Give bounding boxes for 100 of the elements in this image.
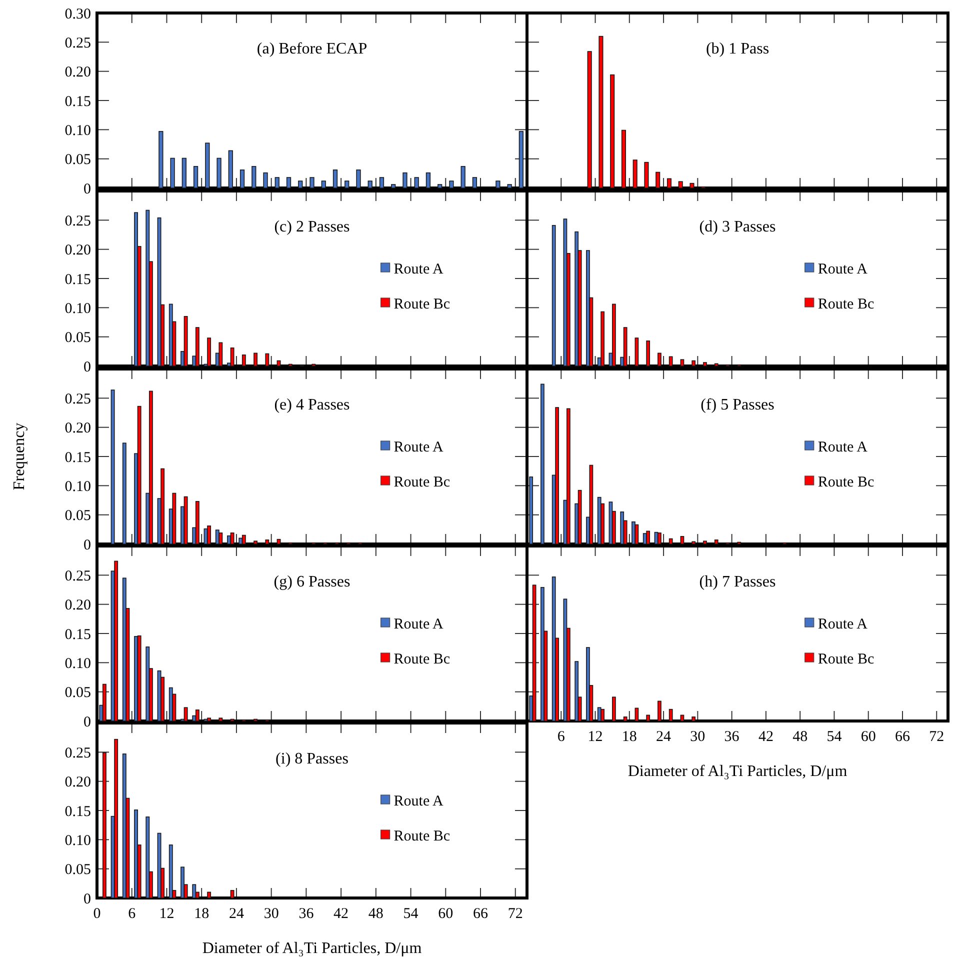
x-axis-title: Diameter of Al₃Ti Particles, D/μm bbox=[202, 940, 422, 957]
bar bbox=[680, 714, 684, 722]
bar bbox=[586, 250, 590, 366]
bar bbox=[612, 304, 616, 366]
bar bbox=[518, 131, 524, 188]
x-tick-label: 60 bbox=[860, 729, 876, 745]
bar bbox=[356, 170, 361, 188]
bar bbox=[242, 534, 246, 544]
bar bbox=[122, 442, 126, 544]
bar bbox=[321, 180, 326, 188]
y-tick-label: 0.15 bbox=[64, 94, 91, 110]
y-tick-label: 0.05 bbox=[64, 152, 91, 168]
text: (g) 6 Passes bbox=[274, 573, 350, 590]
bar bbox=[587, 51, 592, 188]
bar bbox=[254, 352, 258, 366]
bar bbox=[438, 184, 442, 188]
y-tick-label: 0.05 bbox=[64, 862, 91, 878]
bar bbox=[692, 541, 696, 544]
bar bbox=[148, 390, 153, 544]
bar bbox=[703, 540, 707, 544]
bar bbox=[472, 177, 478, 188]
x-tick-label: 18 bbox=[194, 906, 210, 922]
bar bbox=[195, 501, 200, 544]
legend-label: Route A bbox=[394, 261, 444, 278]
bar bbox=[192, 884, 196, 898]
x-tick-label: 48 bbox=[792, 729, 808, 745]
bar bbox=[184, 496, 188, 544]
legend-label: Route A bbox=[818, 439, 868, 456]
bar bbox=[230, 890, 234, 898]
bar bbox=[414, 177, 419, 188]
bar bbox=[666, 178, 672, 188]
y-tick-label: 0.25 bbox=[64, 745, 91, 762]
bar bbox=[658, 352, 662, 366]
bar bbox=[574, 231, 579, 366]
bar bbox=[182, 158, 186, 188]
bar bbox=[610, 74, 615, 188]
text: (b) 1 Pass bbox=[706, 40, 770, 58]
y-tick-label: 0 bbox=[84, 359, 91, 376]
bar bbox=[344, 180, 350, 188]
x-tick-label: 6 bbox=[557, 729, 566, 745]
text: (h) 7 Passes bbox=[699, 573, 776, 590]
bar bbox=[158, 131, 164, 188]
legend-label: Route A bbox=[394, 616, 444, 632]
bar bbox=[668, 538, 673, 544]
bar bbox=[620, 512, 624, 544]
x-tick-label: 72 bbox=[929, 729, 944, 745]
bar bbox=[658, 532, 662, 544]
x-tick-label: 24 bbox=[656, 729, 672, 745]
bar bbox=[632, 521, 636, 544]
bar bbox=[391, 184, 396, 188]
bar bbox=[646, 714, 650, 722]
bar bbox=[137, 406, 142, 544]
bar bbox=[714, 540, 718, 544]
y-tick-label: 0 bbox=[84, 537, 91, 554]
legend-label: Route Bc bbox=[818, 651, 874, 668]
x-tick-label: 30 bbox=[264, 906, 279, 922]
x-tick-label: 24 bbox=[228, 906, 244, 922]
y-tick-label: 0.20 bbox=[64, 598, 91, 614]
y-tick-label: 0.25 bbox=[64, 568, 91, 584]
legend-label: Route Bc bbox=[818, 474, 874, 490]
bar bbox=[160, 468, 165, 544]
bar bbox=[216, 158, 222, 188]
x-tick-label: 12 bbox=[159, 906, 174, 922]
text: (a) Before ECAP bbox=[256, 40, 368, 58]
y-tick-label: 0.15 bbox=[64, 450, 91, 466]
bar bbox=[703, 362, 707, 366]
bar bbox=[254, 540, 258, 544]
y-tick-label: 0 bbox=[84, 891, 91, 908]
y-tick-label: 0.20 bbox=[64, 420, 91, 437]
bar bbox=[195, 710, 200, 722]
bar bbox=[578, 490, 582, 544]
bar bbox=[230, 348, 234, 366]
bar bbox=[114, 560, 118, 722]
legend-label: Route Bc bbox=[394, 651, 450, 668]
y-tick-label: 0.30 bbox=[64, 6, 91, 22]
y-tick-label: 0.05 bbox=[64, 685, 91, 702]
bar bbox=[555, 407, 559, 544]
bar bbox=[218, 342, 223, 366]
bar bbox=[598, 36, 604, 188]
bar bbox=[646, 340, 650, 366]
bar bbox=[496, 180, 500, 188]
y-tick-label: 0.10 bbox=[64, 656, 91, 672]
bar bbox=[146, 816, 150, 898]
text: (f) 5 Passes bbox=[700, 396, 774, 414]
x-tick-label: 60 bbox=[438, 906, 454, 922]
bar bbox=[265, 353, 270, 366]
bar bbox=[656, 172, 660, 188]
bar bbox=[274, 177, 280, 188]
bar bbox=[134, 212, 138, 366]
x-tick-label: 36 bbox=[298, 906, 314, 922]
bar bbox=[644, 162, 649, 188]
bar bbox=[589, 464, 594, 544]
bar bbox=[532, 584, 536, 722]
bar bbox=[207, 338, 212, 366]
y-tick-label: 0.15 bbox=[64, 626, 91, 643]
bar bbox=[586, 647, 590, 722]
x-tick-label: 72 bbox=[508, 906, 523, 922]
bar bbox=[114, 738, 118, 898]
bar bbox=[552, 225, 556, 366]
bar bbox=[310, 177, 314, 188]
